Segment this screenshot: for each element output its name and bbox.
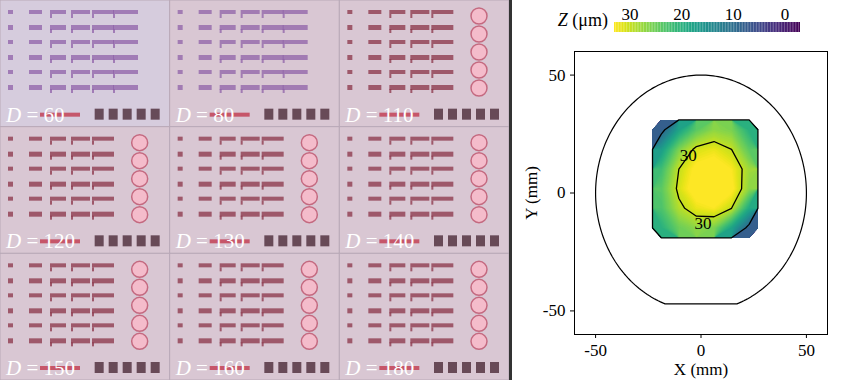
svg-text:0: 0 <box>557 183 566 202</box>
svg-text:50: 50 <box>549 66 566 85</box>
svg-text:20: 20 <box>673 5 690 24</box>
svg-text:X (mm): X (mm) <box>674 360 728 379</box>
svg-text:30: 30 <box>680 146 697 165</box>
svg-text:D = 180: D = 180 <box>344 356 414 380</box>
svg-text:0: 0 <box>781 5 790 24</box>
svg-text:D = 120: D = 120 <box>5 229 75 253</box>
svg-text:D = 160: D = 160 <box>175 356 245 380</box>
svg-text:10: 10 <box>725 5 742 24</box>
svg-text:Z (μm): Z (μm) <box>558 10 608 31</box>
svg-text:Y (mm): Y (mm) <box>522 166 541 220</box>
svg-text:D = 110: D = 110 <box>344 103 413 127</box>
svg-text:-50: -50 <box>584 341 607 360</box>
svg-text:D = 80: D = 80 <box>175 103 235 127</box>
svg-text:0: 0 <box>697 341 706 360</box>
svg-text:30: 30 <box>695 214 712 233</box>
svg-text:-50: -50 <box>543 301 566 320</box>
svg-text:50: 50 <box>798 341 815 360</box>
svg-text:30: 30 <box>622 5 639 24</box>
svg-text:D = 150: D = 150 <box>5 356 75 380</box>
svg-text:D = 60: D = 60 <box>5 103 65 127</box>
svg-text:D = 140: D = 140 <box>344 229 414 253</box>
svg-text:D = 130: D = 130 <box>175 229 245 253</box>
